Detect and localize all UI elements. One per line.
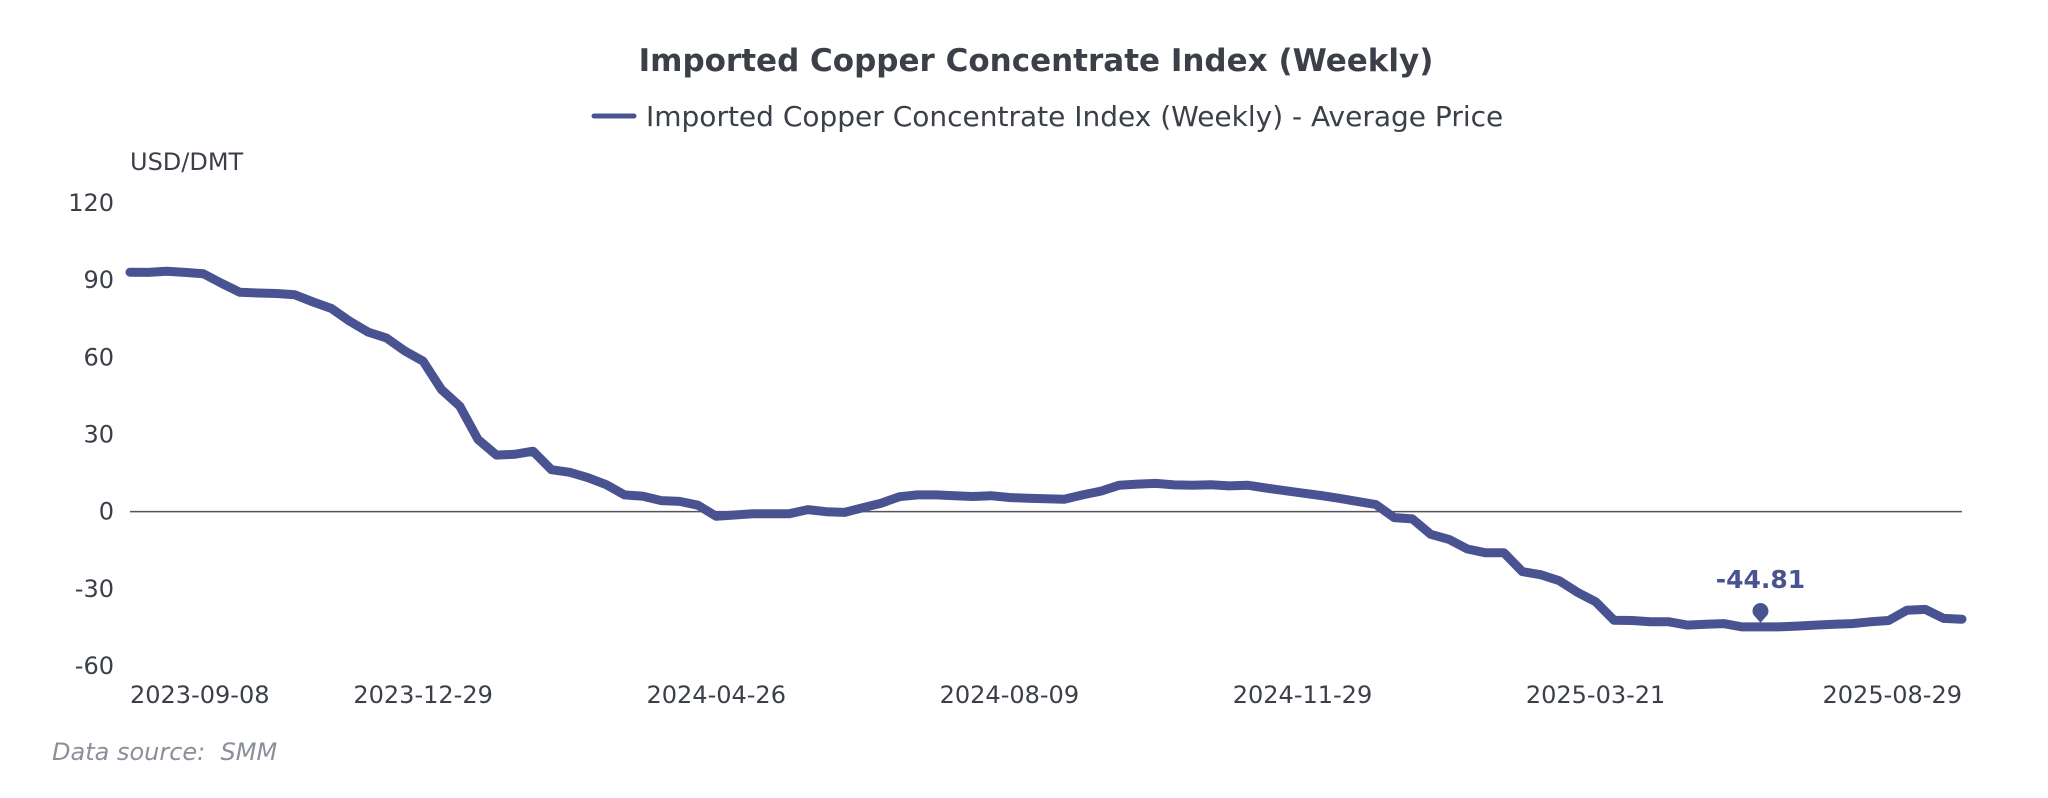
- y-tick-label: 30: [83, 421, 114, 449]
- annotation-layer: -44.81: [1716, 565, 1805, 623]
- y-tick-label: 60: [83, 343, 114, 371]
- y-tick-label: -60: [75, 652, 114, 680]
- x-tick-label: 2025-08-29: [1823, 681, 1962, 709]
- y-axis: 120 90 60 30 0 -30 -60: [68, 189, 114, 680]
- legend-label: Imported Copper Concentrate Index (Weekl…: [646, 100, 1503, 133]
- x-tick-label: 2024-04-26: [646, 681, 785, 709]
- y-tick-label: 120: [68, 189, 114, 217]
- x-tick-label: 2024-11-29: [1233, 681, 1372, 709]
- series-layer: [125, 266, 1967, 632]
- series-line-average-price[interactable]: [125, 266, 1967, 632]
- annotation-marker[interactable]: [1752, 603, 1769, 623]
- y-axis-unit-label: USD/DMT: [130, 148, 244, 176]
- x-tick-label: 2023-09-08: [130, 681, 269, 709]
- legend[interactable]: Imported Copper Concentrate Index (Weekl…: [591, 100, 1503, 133]
- x-tick-label: 2023-12-29: [353, 681, 492, 709]
- x-tick-label: 2025-03-21: [1526, 681, 1665, 709]
- chart-title: Imported Copper Concentrate Index (Weekl…: [639, 43, 1434, 79]
- x-tick-label: 2024-08-09: [940, 681, 1079, 709]
- y-tick-label: 0: [99, 498, 114, 526]
- y-tick-label: -30: [75, 575, 114, 603]
- x-axis: 2023-09-08 2023-12-29 2024-04-26 2024-08-09…: [130, 681, 1962, 709]
- y-tick-label: 90: [83, 266, 114, 294]
- annotation-value-label: -44.81: [1716, 565, 1805, 594]
- data-source-note: Data source: SMM: [52, 738, 278, 766]
